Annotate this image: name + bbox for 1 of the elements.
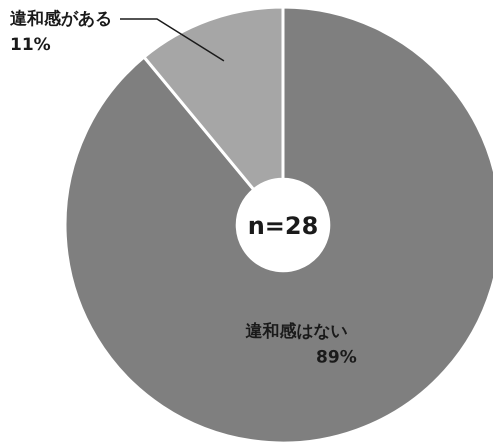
- text: n=28: [248, 212, 318, 240]
